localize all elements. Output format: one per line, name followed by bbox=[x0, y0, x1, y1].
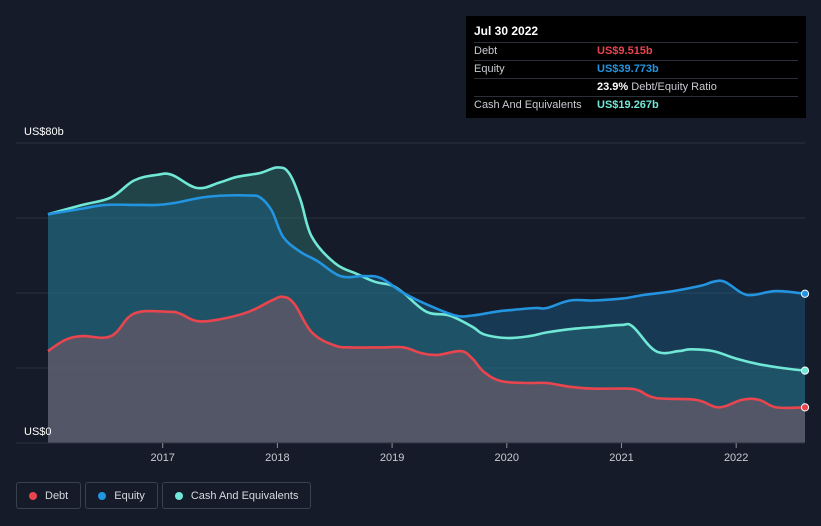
equity-area bbox=[48, 195, 805, 443]
x-tick-label: 2020 bbox=[495, 452, 519, 464]
x-axis: 2017 2018 2019 2020 2021 2022 bbox=[16, 442, 805, 464]
tooltip-ratio: 23.9% Debt/Equity Ratio bbox=[474, 78, 798, 96]
tooltip: Jul 30 2022 Debt US$9.515b Equity US$39.… bbox=[466, 16, 806, 118]
cash-and-equivalents-endpoint bbox=[800, 366, 810, 375]
equity-endpoint bbox=[800, 289, 810, 298]
y-tick-label: US$0 bbox=[24, 426, 52, 438]
x-tick-label: 2019 bbox=[380, 452, 404, 464]
tooltip-label: Cash And Equivalents bbox=[474, 99, 582, 111]
legend-item-cash[interactable]: Cash And Equivalents bbox=[161, 482, 312, 509]
equity-line bbox=[47, 193, 806, 318]
cash-dot-icon bbox=[174, 491, 183, 500]
tooltip-value: US$19.267b bbox=[597, 99, 659, 111]
tooltip-value: US$39.773b bbox=[597, 63, 659, 75]
ratio-value: 23.9% bbox=[597, 81, 629, 93]
debt-line bbox=[47, 295, 806, 410]
tooltip-label: Debt bbox=[474, 45, 498, 57]
legend-item-debt[interactable]: Debt bbox=[16, 482, 82, 509]
legend-label: Cash And Equivalents bbox=[190, 489, 299, 502]
tooltip-value: US$9.515b bbox=[597, 45, 653, 57]
y-tick-label: US$80b bbox=[24, 126, 64, 138]
debt-dot-icon bbox=[29, 491, 37, 500]
ratio-label: Debt/Equity Ratio bbox=[631, 81, 717, 93]
x-tick-label: 2022 bbox=[724, 452, 748, 464]
x-tick-label: 2021 bbox=[609, 452, 633, 464]
series-areas bbox=[48, 167, 805, 443]
x-tick-label: 2017 bbox=[150, 452, 174, 464]
cash-and-equivalents-line bbox=[47, 166, 806, 372]
series-endpoints bbox=[800, 289, 810, 412]
legend: Debt Equity Cash And Equivalents bbox=[16, 482, 312, 509]
equity-dot-icon bbox=[98, 491, 107, 500]
tooltip-label: Equity bbox=[474, 63, 505, 75]
cash-and-equivalents-area bbox=[48, 167, 805, 443]
tooltip-row-debt: Debt US$9.515b bbox=[474, 42, 798, 60]
tooltip-row-equity: Equity US$39.773b bbox=[474, 60, 798, 78]
debt-endpoint bbox=[800, 403, 810, 412]
legend-label: Debt bbox=[45, 489, 69, 502]
legend-label: Equity bbox=[114, 489, 145, 502]
series-lines bbox=[47, 166, 806, 410]
x-tick-label: 2018 bbox=[265, 452, 289, 464]
debt-area bbox=[48, 296, 805, 443]
tooltip-row-cash: Cash And Equivalents US$19.267b bbox=[474, 96, 798, 114]
legend-item-equity[interactable]: Equity bbox=[85, 482, 158, 509]
y-axis: US$80b US$0 bbox=[24, 126, 64, 438]
tooltip-date: Jul 30 2022 bbox=[474, 24, 539, 38]
